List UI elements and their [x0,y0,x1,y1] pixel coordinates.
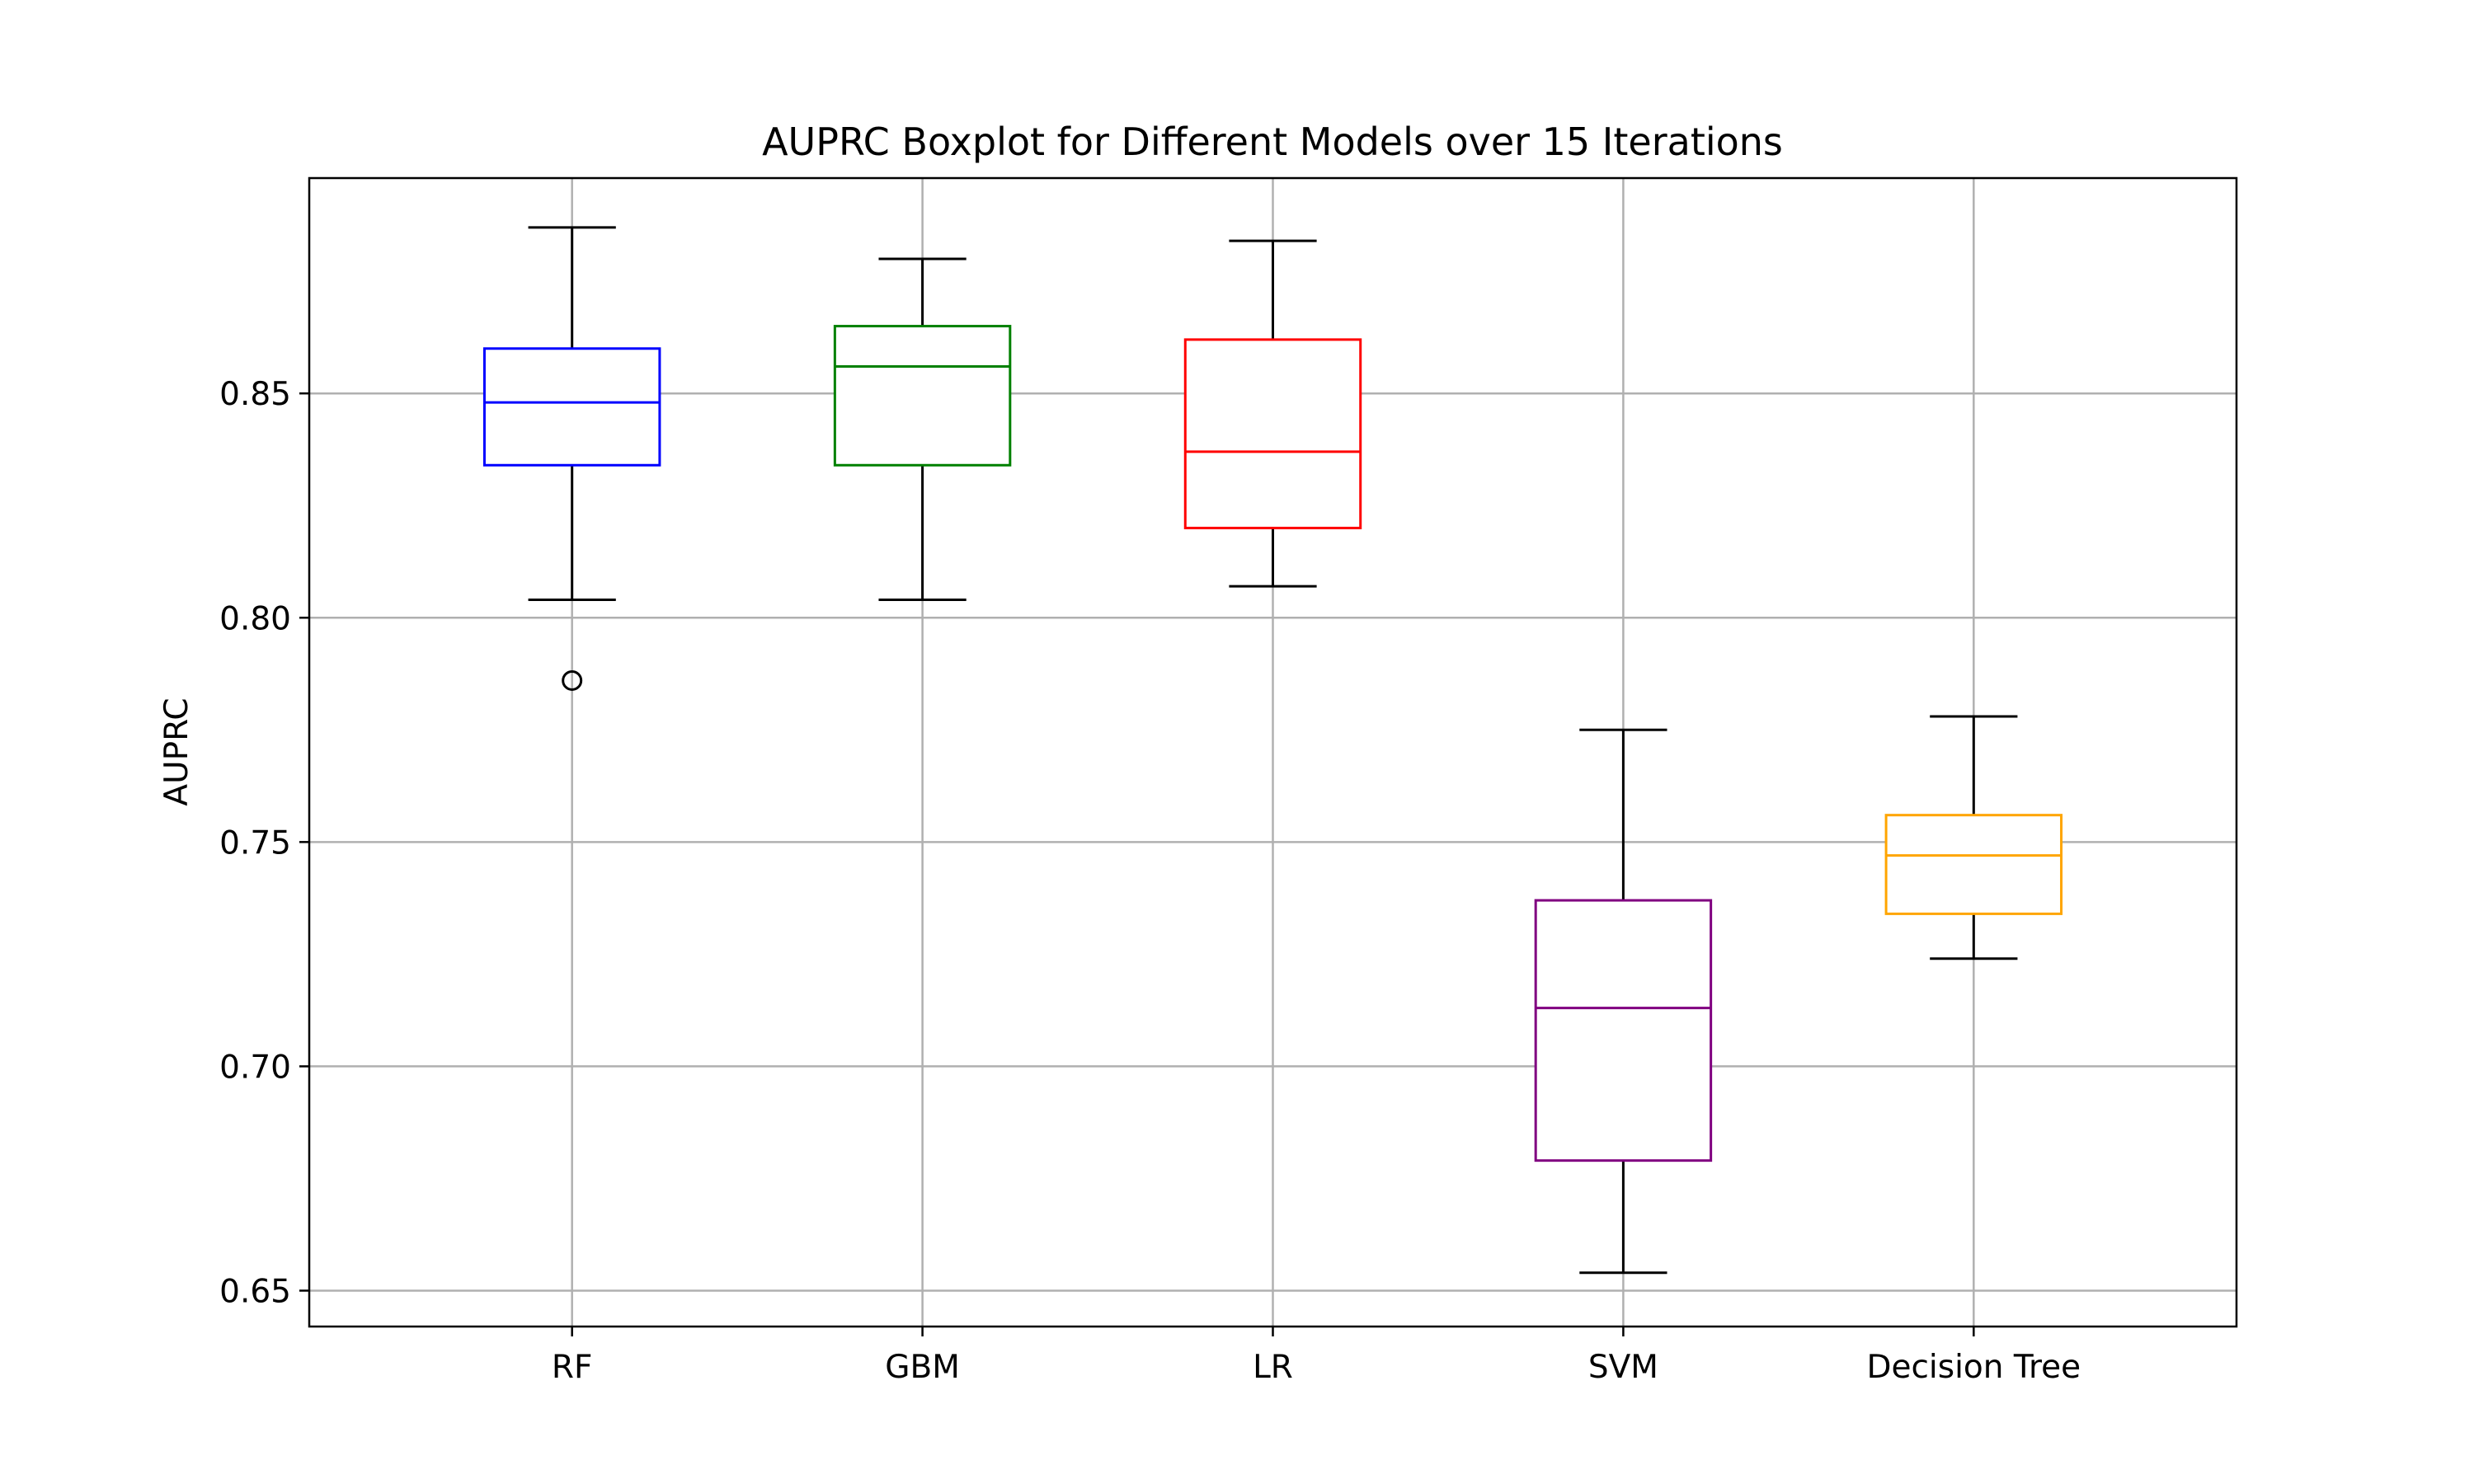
interquartile-box [1183,338,1362,529]
interquartile-box [482,347,661,467]
y-tick-label: 0.70 [219,1049,291,1086]
x-tick-label: SVM [1588,1349,1658,1386]
box-lr [1183,239,1362,588]
x-tick-label: LR [1253,1349,1293,1386]
y-tick-label: 0.85 [219,376,291,413]
x-tick-label: GBM [885,1349,960,1386]
x-tick-label: Decision Tree [1866,1349,2081,1386]
x-tick-label: RF [552,1349,593,1386]
interquartile-box [1534,899,1713,1162]
box-svm [1534,728,1713,1275]
x-axis-ticks: RF GBM LR SVM Decision Tree [552,1327,2081,1386]
y-axis-ticks: 0.65 0.70 0.75 0.80 0.85 [219,376,309,1310]
y-axis-label: AUPRC [158,697,195,805]
box-rf [482,226,661,691]
outlier-point [562,669,583,691]
box-decision-tree [1884,715,2063,960]
chart-title: AUPRC Boxplot for Different Models over … [762,120,1783,164]
interquartile-box [1884,814,2063,915]
box-gbm [833,257,1012,601]
box-series [482,226,2063,1275]
interquartile-box [833,325,1012,467]
y-tick-label: 0.80 [219,600,291,637]
y-tick-label: 0.65 [219,1273,291,1310]
y-tick-label: 0.75 [219,824,291,862]
